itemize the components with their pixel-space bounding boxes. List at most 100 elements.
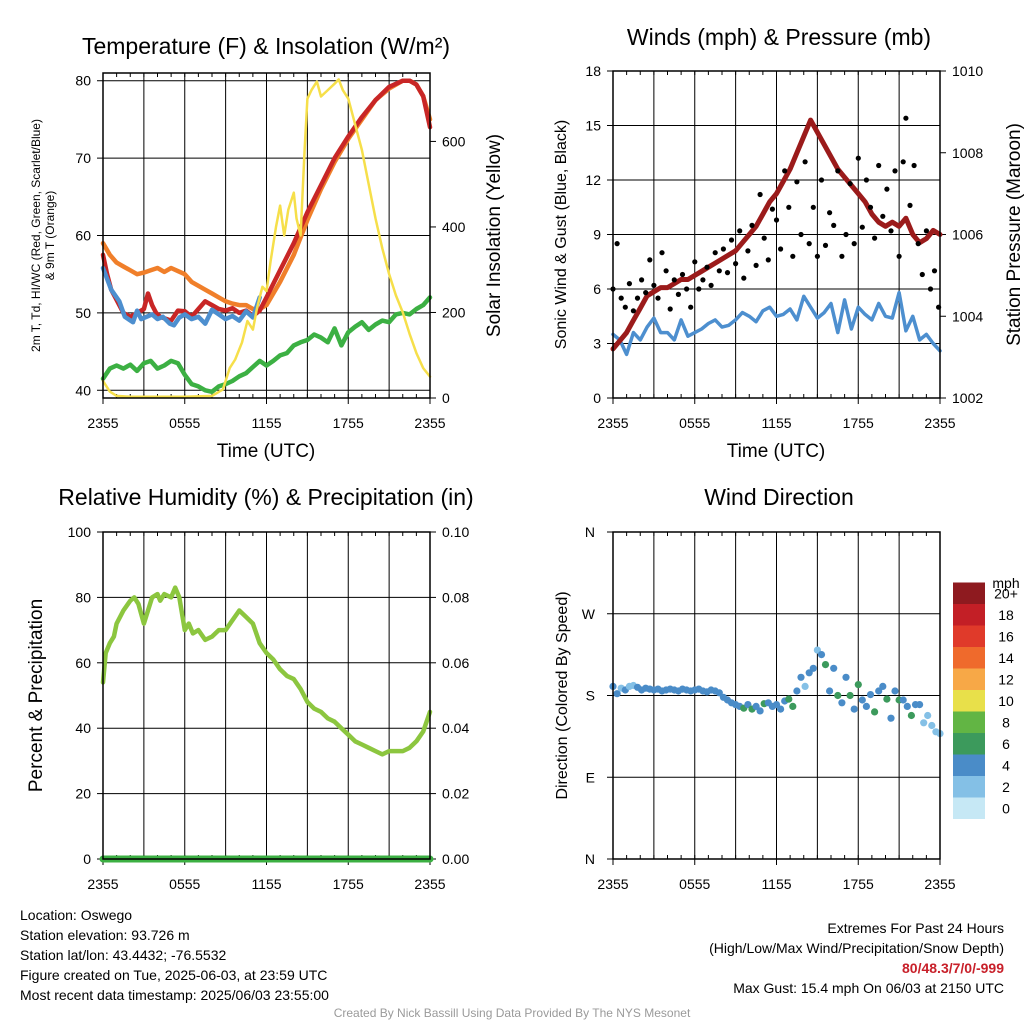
gust-point (903, 115, 909, 121)
gust-point (835, 168, 841, 174)
x-tick-label: 2355 (87, 415, 118, 431)
x-tick-label: 1155 (761, 876, 791, 892)
gust-point (618, 295, 624, 301)
legend-swatch (953, 776, 985, 798)
gust-point (704, 264, 710, 270)
direction-point (866, 691, 875, 699)
direction-point (842, 673, 850, 681)
y-tick-label: 50 (75, 305, 91, 321)
gust-point (651, 282, 657, 288)
gust-point (761, 235, 767, 241)
direction-point (903, 702, 911, 711)
gust-point (720, 246, 727, 252)
temperature-panel: 2355 0555 1155 1755 2355 40 50 60 70 80 0 200 400 600… (29, 33, 505, 462)
legend-swatch (953, 582, 985, 604)
y2-tick-label: 1006 (952, 227, 983, 243)
legend-label: 2 (1002, 779, 1010, 795)
station-location: Location: Oswego (20, 907, 133, 923)
y-tick-label: 20 (75, 786, 91, 802)
legend-swatch (953, 754, 985, 776)
gust-point (696, 286, 702, 292)
legend-swatch (953, 690, 985, 712)
chart-title: Temperature (F) & Insolation (W/m²) (82, 33, 450, 59)
gust-point (907, 202, 913, 208)
legend-label: 12 (998, 671, 1014, 687)
series-blue (611, 290, 942, 357)
gust-point (679, 271, 686, 278)
legend-label: 18 (998, 607, 1014, 623)
direction-point (879, 682, 887, 691)
direction-point (797, 673, 805, 681)
legend-swatch (953, 647, 985, 669)
y-axis-label: Sonic Wind & Gust (Blue, Black) (553, 120, 570, 349)
x-tick-label: 2355 (924, 415, 955, 431)
series-green (100, 295, 433, 395)
y-tick-label: 80 (75, 589, 91, 605)
legend-swatch (953, 668, 985, 690)
y-axis-label: & 9m T (Orange) (43, 191, 57, 281)
y2-tick-label: 1008 (952, 145, 983, 161)
direction-point (809, 664, 817, 672)
gust-point (867, 204, 874, 210)
gust-point (667, 306, 673, 312)
legend-swatch (953, 711, 985, 733)
direction-point (899, 696, 907, 704)
extremes-info: Extremes For Past 24 Hours (High/Low/Max… (709, 918, 1004, 998)
gust-point (843, 231, 849, 238)
gust-point (769, 206, 776, 212)
y-tick-label: 9 (593, 227, 601, 243)
legend-label: 16 (998, 628, 1014, 644)
direction-point (871, 708, 879, 716)
gust-point (630, 308, 637, 314)
direction-point (907, 711, 916, 720)
gust-point (708, 282, 714, 288)
x-tick-label: 1755 (843, 876, 874, 892)
x-tick-label: 1155 (251, 876, 281, 892)
y2-tick-label: 0.04 (442, 720, 469, 736)
direction-point (817, 651, 826, 659)
direction-point (777, 705, 785, 713)
humidity-panel: 2355 0555 1155 1755 2355 0 20 40 60 80 100 0.00 0.02… (26, 484, 474, 892)
y-tick-label: 12 (585, 172, 601, 188)
direction-point (793, 687, 801, 695)
direction-point (756, 707, 764, 715)
y-axis-label: Direction (Colored By Speed) (554, 591, 571, 799)
gust-point (822, 242, 829, 248)
chart-title: Wind Direction (704, 484, 854, 510)
x-tick-label: 2355 (414, 415, 445, 431)
direction-point (821, 661, 830, 669)
gust-point (814, 253, 821, 259)
x-tick-label: 2355 (597, 876, 628, 892)
y-tick-label: 40 (75, 720, 91, 736)
gust-point (892, 168, 898, 174)
gust-point (716, 268, 722, 274)
x-tick-label: 0555 (679, 876, 710, 892)
legend-swatch (953, 733, 985, 755)
gust-point (659, 250, 665, 256)
legend-label: 0 (1002, 800, 1010, 816)
direction-point (785, 695, 793, 703)
gust-point (794, 179, 800, 185)
legend-title: mph (992, 575, 1019, 591)
y-tick-label: E (586, 769, 595, 785)
legend-label: 10 (998, 693, 1014, 709)
direction-point (883, 695, 891, 703)
x-tick-label: 2355 (924, 876, 955, 892)
series-yellow (101, 78, 432, 398)
direction-point (789, 702, 797, 711)
gust-point (757, 191, 763, 198)
latest-data-timestamp: Most recent data timestamp: 2025/06/03 2… (20, 987, 329, 1003)
gust-point (643, 290, 649, 296)
gust-point (741, 275, 747, 281)
gust-point (786, 204, 792, 210)
legend-label: 4 (1002, 757, 1010, 773)
gust-point (880, 213, 886, 219)
gust-point (778, 246, 784, 252)
x-tick-label: 1755 (333, 876, 364, 892)
legend-swatch (953, 797, 985, 819)
gust-point (931, 268, 938, 274)
legend-label: 6 (1002, 736, 1010, 752)
gust-point (671, 277, 677, 283)
gust-point (749, 222, 755, 228)
